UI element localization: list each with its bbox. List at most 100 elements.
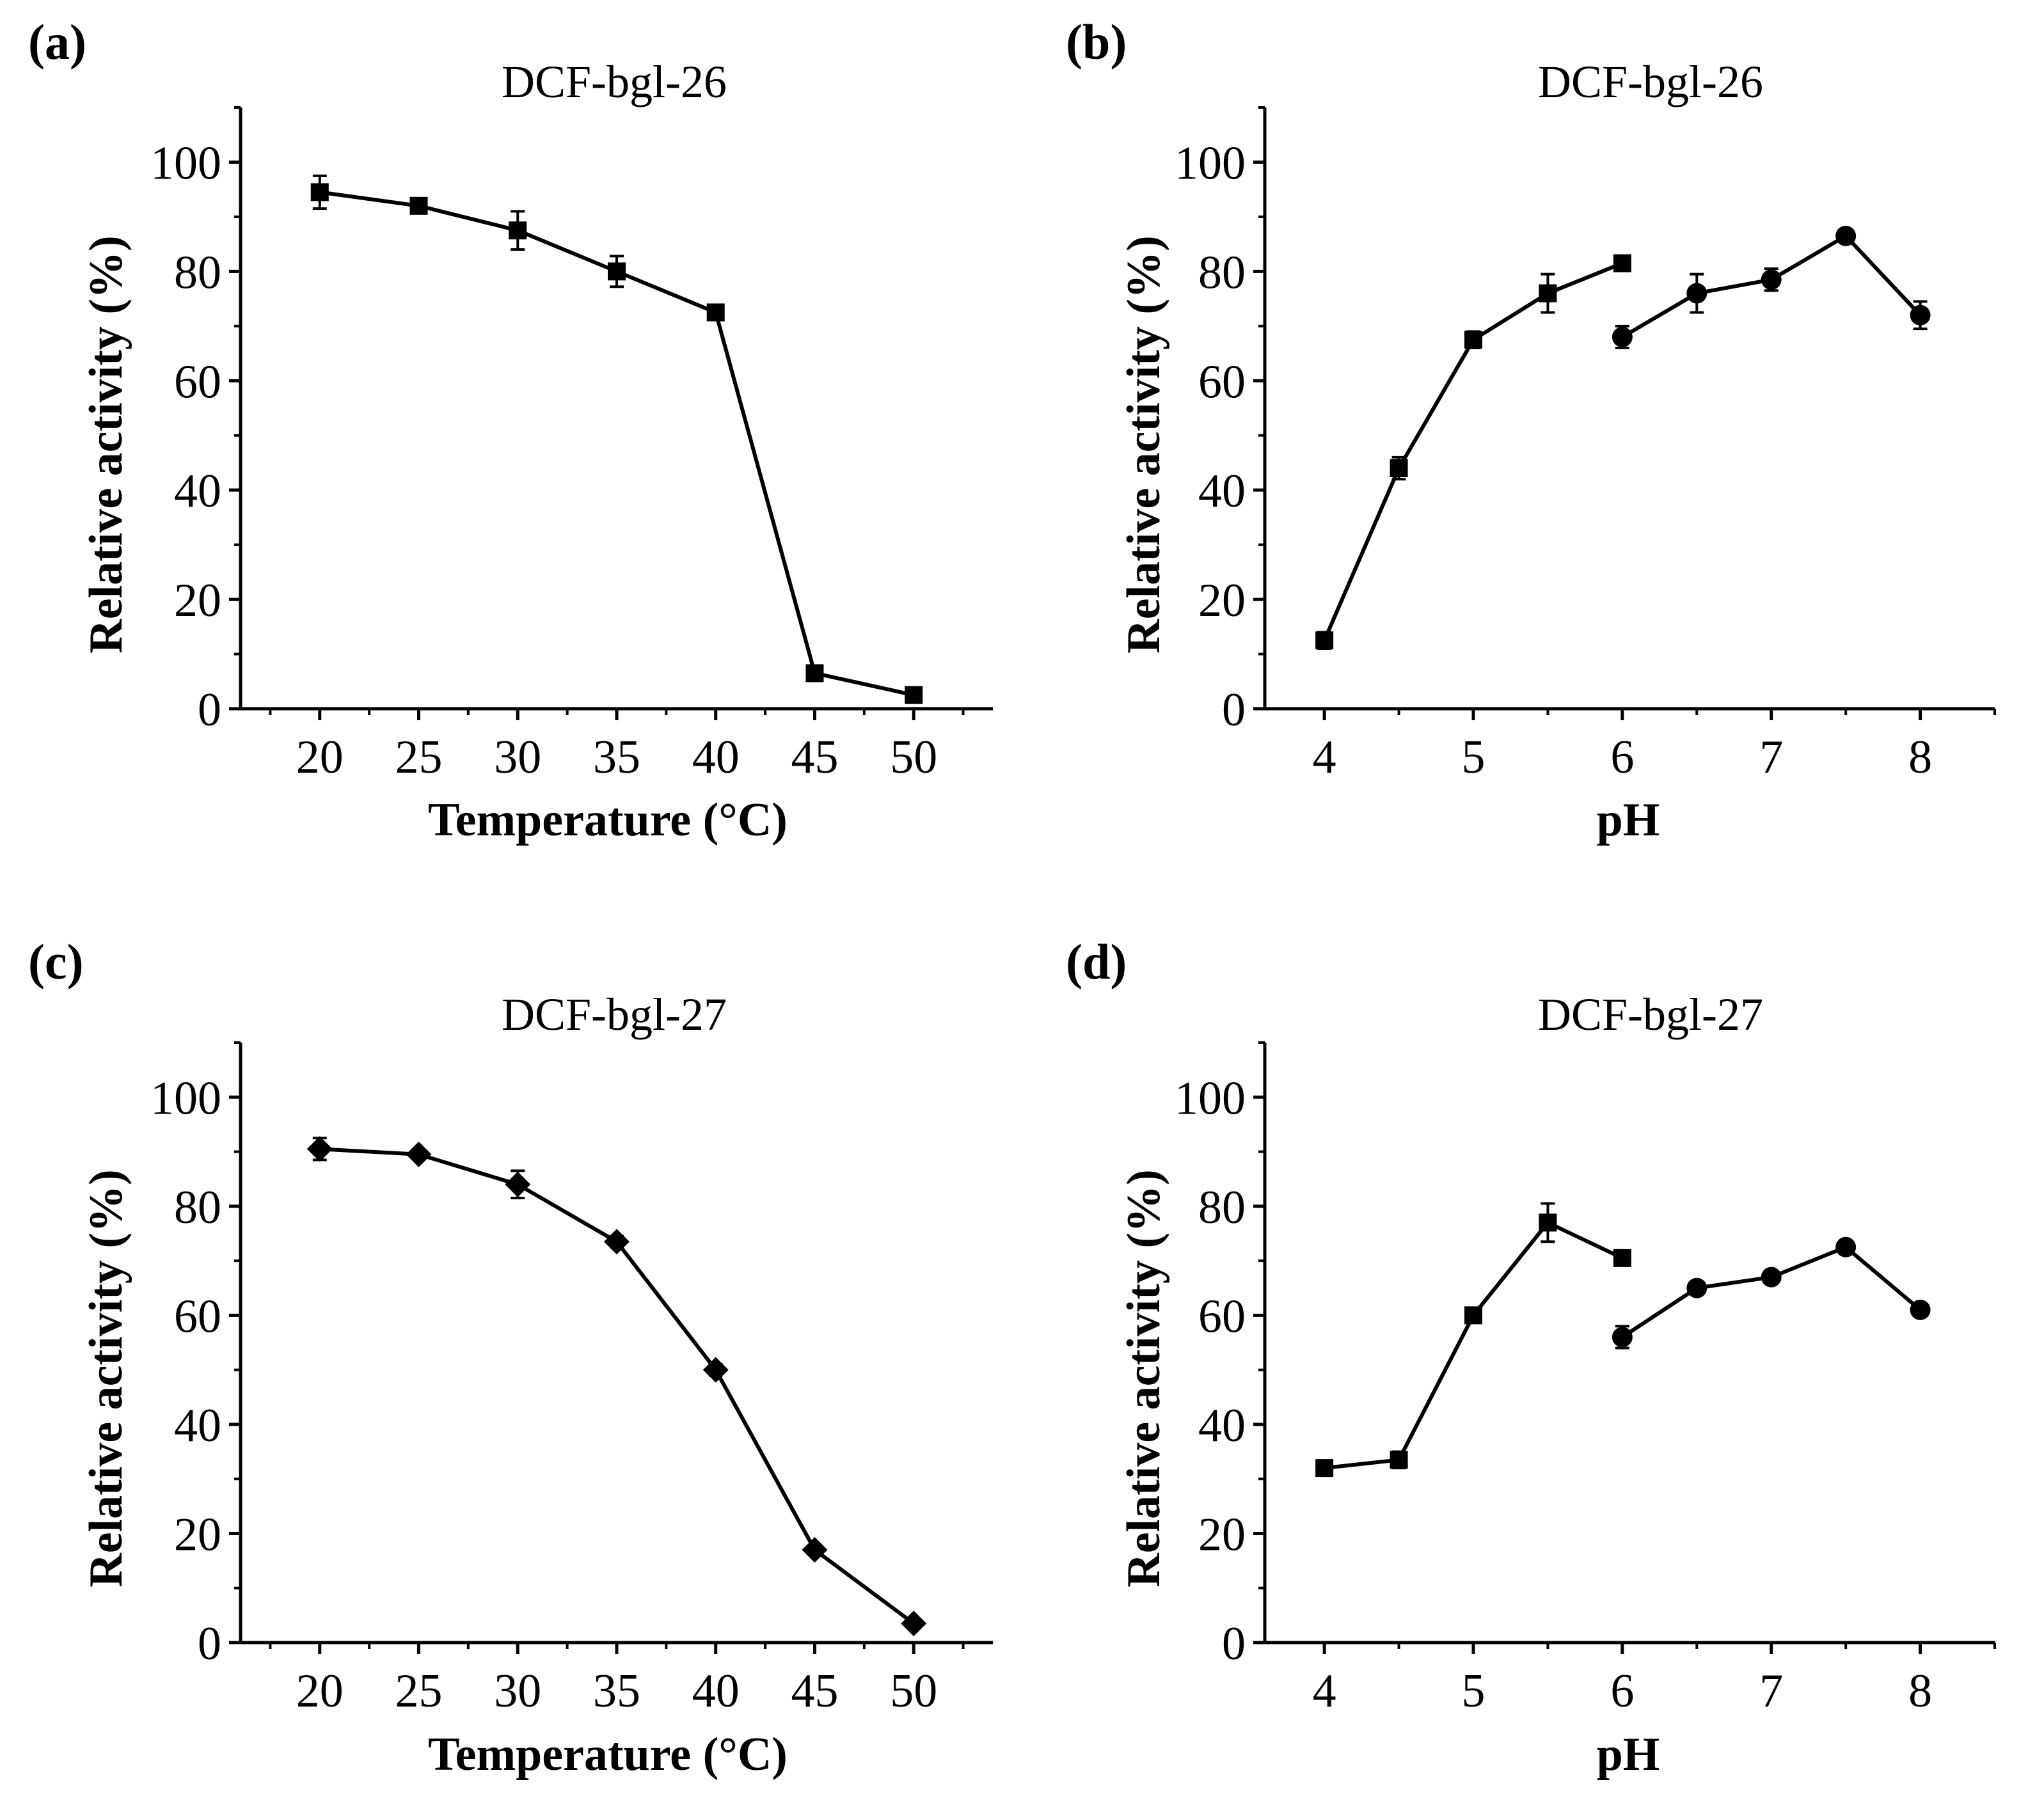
plot-area: 0 20 40 60 80 100 4 5 6 7 8 bbox=[1175, 106, 1996, 784]
y-tick-label: 100 bbox=[150, 1072, 221, 1124]
x-tick-label: 8 bbox=[1908, 731, 1932, 784]
chart-title: DCF-bgl-26 bbox=[502, 56, 727, 107]
x-tick-label: 7 bbox=[1759, 1665, 1783, 1717]
chart-title: DCF-bgl-26 bbox=[1538, 56, 1763, 107]
x-tick-label: 7 bbox=[1759, 731, 1783, 784]
data-point-circle bbox=[1612, 1327, 1633, 1348]
y-tick-label: 80 bbox=[1198, 246, 1246, 299]
data-point-square bbox=[1315, 631, 1334, 650]
data-point-diamond bbox=[604, 1229, 630, 1255]
x-tick-label: 50 bbox=[890, 731, 937, 784]
y-tick-label: 0 bbox=[1222, 1618, 1246, 1670]
data-point-diamond bbox=[306, 1136, 333, 1162]
x-tick-label: 45 bbox=[791, 1665, 838, 1717]
y-tick-label: 40 bbox=[174, 465, 221, 517]
data-point-circle bbox=[1761, 269, 1782, 290]
data-point-circle bbox=[1835, 1236, 1857, 1258]
panel-label: (b) bbox=[1066, 14, 1127, 70]
x-tick-label: 4 bbox=[1313, 731, 1336, 784]
x-tick-label: 5 bbox=[1462, 1665, 1485, 1717]
x-tick-label: 30 bbox=[494, 731, 541, 784]
x-tick-label: 25 bbox=[395, 731, 443, 784]
y-axis-label: Relative activity (%) bbox=[80, 1169, 132, 1587]
x-tick-label: 4 bbox=[1313, 1665, 1336, 1717]
data-point-square bbox=[1390, 459, 1408, 477]
y-tick-label: 20 bbox=[1198, 574, 1246, 627]
data-point-square bbox=[706, 303, 725, 322]
panel-label: (a) bbox=[28, 14, 86, 70]
y-axis-label: Relative activity (%) bbox=[1118, 235, 1170, 653]
y-tick-label: 100 bbox=[150, 137, 221, 189]
panel-c: (c) DCF-bgl-27 Temperature (°C) Relative… bbox=[28, 934, 993, 1781]
y-tick-label: 40 bbox=[174, 1400, 221, 1452]
x-tick-label: 6 bbox=[1610, 731, 1634, 784]
data-point-square bbox=[1390, 1451, 1408, 1469]
series-line bbox=[1324, 1220, 1624, 1471]
data-point-square bbox=[805, 664, 824, 682]
y-tick-label: 80 bbox=[174, 1181, 221, 1234]
x-tick-label: 35 bbox=[593, 731, 640, 784]
x-axis-label: Temperature (°C) bbox=[428, 794, 788, 846]
data-point-circle bbox=[1835, 225, 1857, 246]
x-axis-label: pH bbox=[1597, 1728, 1660, 1781]
plot-area: 0 20 40 60 80 100 20 25 30 35 40 45 50 bbox=[150, 106, 993, 784]
x-tick-label: 20 bbox=[296, 1665, 344, 1717]
data-point-circle bbox=[1612, 326, 1633, 347]
x-tick-label: 6 bbox=[1610, 1665, 1634, 1717]
chart-title: DCF-bgl-27 bbox=[1538, 989, 1763, 1040]
y-tick-label: 0 bbox=[1222, 684, 1246, 736]
data-point-square bbox=[1613, 254, 1631, 272]
y-axis-label: Relative activity (%) bbox=[80, 235, 132, 653]
x-tick-label: 5 bbox=[1462, 731, 1485, 784]
y-axis-label: Relative activity (%) bbox=[1118, 1169, 1170, 1587]
x-axis-label: Temperature (°C) bbox=[428, 1728, 788, 1781]
y-tick-label: 60 bbox=[1198, 356, 1246, 408]
data-point-circle bbox=[1686, 1277, 1707, 1298]
x-tick-label: 40 bbox=[692, 731, 740, 784]
y-tick-label: 60 bbox=[1198, 1290, 1246, 1343]
y-tick-label: 0 bbox=[198, 684, 221, 736]
y-tick-label: 100 bbox=[1175, 137, 1246, 189]
x-tick-label: 40 bbox=[692, 1665, 740, 1717]
data-point-circle bbox=[1910, 1299, 1931, 1320]
x-tick-label: 25 bbox=[395, 1665, 443, 1717]
y-tick-label: 0 bbox=[198, 1618, 221, 1670]
data-point-diamond bbox=[702, 1357, 729, 1383]
x-tick-label: 20 bbox=[296, 731, 344, 784]
data-point-square bbox=[1613, 1249, 1631, 1267]
panel-d: (d) DCF-bgl-27 pH Relative activity (%) … bbox=[1066, 934, 1996, 1781]
y-tick-label: 20 bbox=[1198, 1508, 1246, 1561]
y-tick-label: 100 bbox=[1175, 1072, 1246, 1124]
panel-a: (a) DCF-bgl-26 Temperature (°C) Relative… bbox=[28, 14, 993, 846]
y-tick-label: 20 bbox=[174, 1508, 221, 1561]
data-point-diamond bbox=[802, 1537, 828, 1563]
panel-label: (d) bbox=[1066, 934, 1127, 990]
data-point-square bbox=[1539, 1213, 1557, 1232]
data-point-square bbox=[905, 686, 923, 704]
data-point-circle bbox=[1910, 304, 1931, 326]
plot-area: 0 20 40 60 80 100 4 5 6 7 8 bbox=[1175, 1041, 1996, 1717]
data-point-circle bbox=[1761, 1266, 1782, 1288]
panel-b: (b) DCF-bgl-26 pH Relative activity (%) … bbox=[1066, 14, 1996, 846]
data-point-square bbox=[608, 262, 626, 281]
panel-label: (c) bbox=[28, 934, 84, 990]
series-line bbox=[1621, 1245, 1922, 1339]
data-point-diamond bbox=[406, 1141, 432, 1167]
data-point-square bbox=[1315, 1459, 1334, 1478]
y-tick-label: 60 bbox=[174, 356, 221, 408]
plot-area: 0 20 40 60 80 100 20 25 30 35 40 45 50 bbox=[150, 1041, 993, 1717]
x-tick-label: 30 bbox=[494, 1665, 541, 1717]
data-point-square bbox=[1464, 331, 1482, 349]
data-point-square bbox=[1464, 1306, 1482, 1325]
data-point-square bbox=[509, 221, 527, 240]
series-line bbox=[1322, 261, 1623, 642]
y-tick-label: 40 bbox=[1198, 465, 1246, 517]
data-point-diamond bbox=[901, 1611, 927, 1637]
chart-title: DCF-bgl-27 bbox=[502, 989, 727, 1040]
x-tick-label: 35 bbox=[593, 1665, 640, 1717]
y-tick-label: 60 bbox=[174, 1290, 221, 1343]
y-tick-label: 80 bbox=[1198, 1181, 1246, 1234]
data-point-circle bbox=[1686, 283, 1707, 304]
data-point-square bbox=[1539, 284, 1557, 303]
